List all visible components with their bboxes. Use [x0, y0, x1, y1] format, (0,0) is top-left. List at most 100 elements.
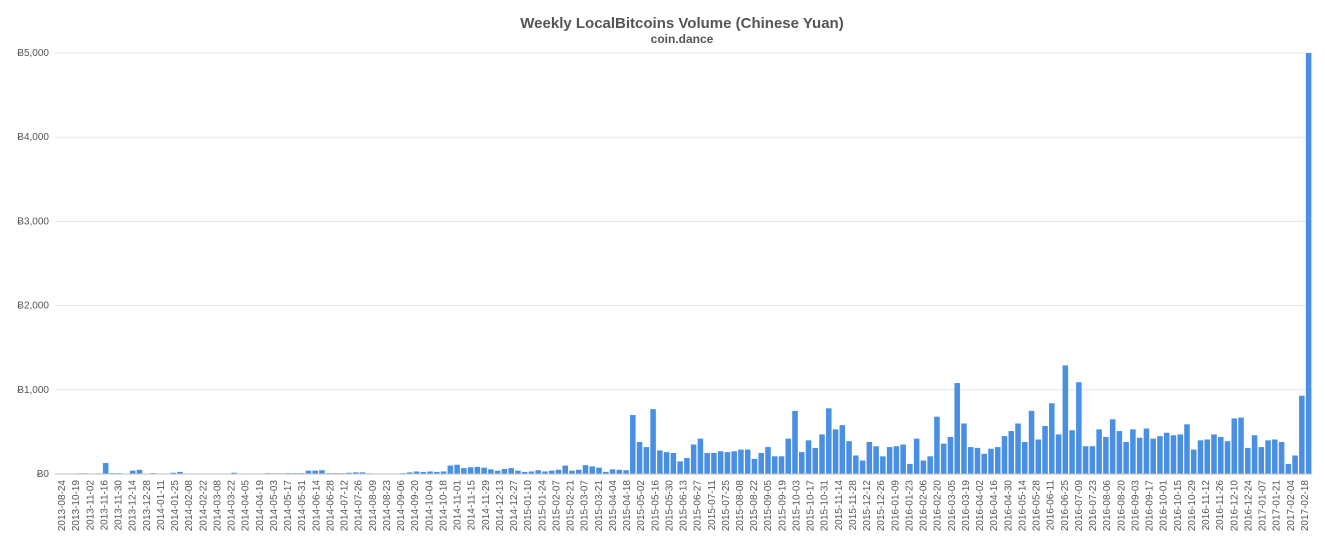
bar: [799, 452, 805, 474]
bar: [474, 466, 481, 474]
x-tick-label: 2017-01-21: [1272, 480, 1283, 532]
bar: [454, 464, 460, 474]
x-tick-label: 2016-04-30: [1003, 480, 1014, 532]
bar: [1008, 431, 1015, 474]
bar: [1278, 442, 1285, 474]
bar: [170, 472, 177, 474]
x-tick-label: 2015-11-28: [848, 480, 859, 531]
bar: [1285, 463, 1292, 474]
x-tick-label: 2014-09-20: [410, 480, 421, 532]
x-tick-label: 2014-11-15: [467, 480, 478, 531]
bar: [866, 442, 873, 474]
bar: [663, 452, 670, 474]
x-tick-label: 2014-08-23: [382, 480, 393, 532]
x-tick-label: 2015-03-21: [594, 480, 605, 532]
y-tick-label: Ƀ1,000: [17, 385, 49, 396]
y-tick-label: Ƀ4,000: [17, 132, 49, 143]
bar: [650, 409, 656, 474]
bar: [846, 441, 852, 474]
bar: [1157, 436, 1163, 474]
chart-title: Weekly LocalBitcoins Volume (Chinese Yua…: [520, 15, 843, 32]
bar: [1042, 426, 1048, 474]
bar: [961, 423, 967, 474]
bar: [893, 446, 900, 474]
x-tick-label: 2016-02-06: [919, 480, 930, 532]
bar: [129, 470, 136, 474]
x-tick-label: 2014-05-03: [269, 480, 280, 532]
x-tick-label: 2015-03-07: [580, 480, 591, 532]
bar: [1076, 382, 1082, 474]
bar: [136, 469, 143, 474]
bar: [900, 444, 906, 474]
bar: [643, 447, 650, 474]
bar: [1143, 428, 1150, 474]
x-tick-label: 2016-05-14: [1017, 480, 1028, 532]
x-tick-label: 2016-04-16: [989, 480, 1000, 532]
bar: [1082, 446, 1089, 474]
bar: [461, 468, 467, 474]
x-tick-label: 2014-04-19: [255, 480, 266, 532]
x-tick-label: 2014-02-22: [198, 480, 209, 532]
bar: [785, 438, 792, 474]
x-tick-label: 2016-10-01: [1159, 480, 1170, 532]
x-tick-label: 2014-12-27: [509, 480, 520, 532]
bar: [907, 463, 913, 474]
x-tick-label: 2016-03-05: [947, 480, 958, 532]
x-tick-label: 2014-05-31: [297, 480, 308, 532]
bar: [575, 469, 582, 474]
bar: [508, 468, 514, 474]
bar: [994, 447, 1001, 474]
bar: [177, 471, 183, 474]
x-tick-label: 2016-08-20: [1116, 480, 1127, 532]
bar: [988, 448, 994, 474]
x-tick-label: 2014-07-26: [354, 480, 365, 532]
x-tick-label: 2014-12-13: [495, 480, 506, 532]
x-tick-label: 2016-11-26: [1215, 480, 1226, 531]
x-tick-label: 2013-12-28: [142, 480, 153, 532]
x-tick-label: 2013-11-02: [85, 480, 96, 531]
bar: [1299, 395, 1305, 474]
x-tick-label: 2013-11-30: [114, 480, 125, 531]
bar: [934, 416, 940, 474]
bar: [805, 440, 812, 474]
bar: [1258, 447, 1265, 474]
y-axis-ticks: Ƀ0 Ƀ1,000 Ƀ2,000 Ƀ3,000 Ƀ4,000 Ƀ5,000: [17, 48, 49, 480]
x-tick-label: 2014-05-17: [283, 480, 294, 532]
x-tick-label: 2015-05-30: [664, 480, 675, 532]
bar: [447, 465, 454, 474]
x-tick-label: 2015-01-10: [523, 480, 534, 532]
bar: [913, 438, 920, 474]
bar: [319, 470, 325, 474]
bar: [521, 471, 528, 474]
bar: [420, 471, 427, 474]
x-tick-label: 2015-07-11: [707, 480, 718, 531]
bar: [927, 456, 933, 474]
gridlines: [55, 52, 1312, 391]
x-tick-label: 2016-01-09: [890, 480, 901, 532]
x-tick-label: 2015-09-05: [763, 480, 774, 532]
bars: [75, 53, 1312, 474]
bar: [569, 470, 575, 474]
bar: [1015, 423, 1021, 474]
bar: [1170, 435, 1177, 474]
bar: [440, 471, 447, 474]
bar: [778, 456, 785, 474]
bar: [859, 460, 866, 474]
bar: [1130, 429, 1136, 474]
x-tick-label: 2014-08-09: [368, 480, 379, 532]
bar: [515, 470, 521, 474]
bar: [1049, 403, 1055, 474]
bar: [582, 465, 589, 474]
bar: [1062, 365, 1069, 474]
bar: [481, 467, 487, 474]
bar: [771, 456, 778, 474]
bar: [407, 472, 413, 474]
bar: [548, 470, 555, 474]
x-tick-label: 2014-06-28: [325, 480, 336, 532]
bar: [434, 471, 440, 474]
x-tick-label: 2014-11-01: [453, 480, 464, 531]
x-tick-label: 2016-03-19: [961, 480, 972, 532]
bar: [1292, 455, 1298, 474]
bar: [1109, 419, 1116, 474]
x-tick-label: 2013-11-16: [99, 480, 110, 531]
